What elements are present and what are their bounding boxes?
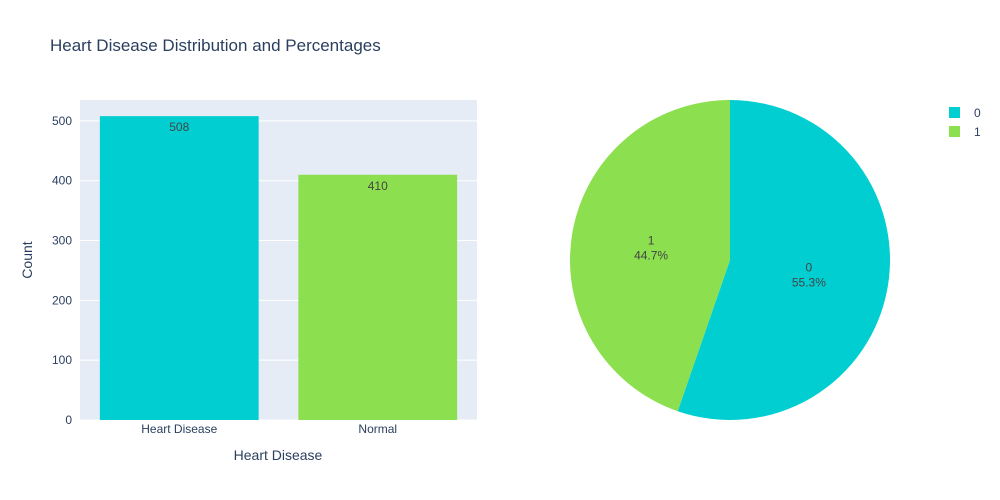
legend-swatch-1[interactable] (949, 126, 960, 137)
pie-slice-percent-label: 44.7% (634, 249, 668, 263)
pie-slice-0[interactable] (677, 100, 891, 420)
bar-y-tick-label: 300 (52, 234, 72, 248)
legend-label-1[interactable]: 1 (974, 125, 981, 139)
pie-slice-1[interactable] (570, 100, 730, 412)
bar-y-tick-label: 200 (52, 293, 72, 307)
legend-swatch-0[interactable] (949, 107, 960, 118)
bar-heart-disease[interactable] (99, 116, 259, 420)
pie-slice-percent-label: 55.3% (792, 275, 826, 289)
bar-x-tick-label: Heart Disease (141, 422, 217, 436)
pie-slice-name-label: 1 (648, 234, 655, 248)
bar-x-tick-label: Normal (358, 422, 397, 436)
bar-value-label: 508 (169, 120, 189, 134)
bar-y-ticks: 0 100 200 300 400 500 (52, 114, 72, 427)
chart-title: Heart Disease Distribution and Percentag… (50, 36, 381, 55)
bar-y-tick-label: 500 (52, 114, 72, 128)
bar-x-axis-title: Heart Disease (234, 447, 323, 463)
bar-series: 508 410 (99, 116, 458, 420)
pie-slice-name-label: 0 (806, 260, 813, 274)
bar-y-axis-title: Count (19, 241, 35, 278)
bar-x-ticks: Heart Disease Normal (141, 422, 397, 436)
pie-legend[interactable]: 01 (949, 106, 981, 139)
bar-normal[interactable] (298, 174, 458, 420)
pie-series: 055.3% 144.7% (570, 100, 891, 420)
bar-y-tick-label: 100 (52, 353, 72, 367)
legend-label-0[interactable]: 0 (974, 106, 981, 120)
bar-value-label: 410 (368, 179, 388, 193)
bar-y-tick-label: 0 (65, 413, 72, 427)
bar-y-tick-label: 400 (52, 174, 72, 188)
